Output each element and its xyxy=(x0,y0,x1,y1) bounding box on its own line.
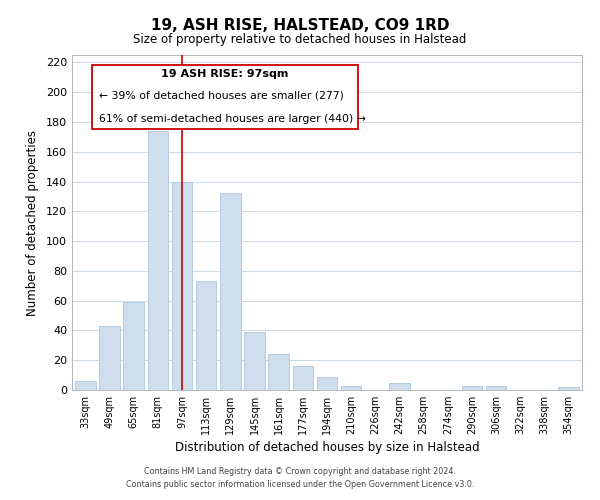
Bar xyxy=(220,194,241,390)
Bar xyxy=(172,182,192,390)
Bar xyxy=(75,381,95,390)
Bar xyxy=(317,376,337,390)
Bar xyxy=(148,131,168,390)
FancyBboxPatch shape xyxy=(92,65,358,128)
Bar xyxy=(99,326,120,390)
Bar xyxy=(268,354,289,390)
Text: ← 39% of detached houses are smaller (277): ← 39% of detached houses are smaller (27… xyxy=(98,90,343,101)
Bar xyxy=(196,282,217,390)
Bar xyxy=(341,386,361,390)
Bar xyxy=(244,332,265,390)
Text: 61% of semi-detached houses are larger (440) →: 61% of semi-detached houses are larger (… xyxy=(98,114,365,124)
Bar xyxy=(559,387,579,390)
Text: 19, ASH RISE, HALSTEAD, CO9 1RD: 19, ASH RISE, HALSTEAD, CO9 1RD xyxy=(151,18,449,32)
Bar xyxy=(389,382,410,390)
Bar xyxy=(486,386,506,390)
Y-axis label: Number of detached properties: Number of detached properties xyxy=(26,130,39,316)
Text: Size of property relative to detached houses in Halstead: Size of property relative to detached ho… xyxy=(133,32,467,46)
Bar xyxy=(124,302,144,390)
Bar xyxy=(293,366,313,390)
Bar xyxy=(462,386,482,390)
Text: Contains HM Land Registry data © Crown copyright and database right 2024.
Contai: Contains HM Land Registry data © Crown c… xyxy=(126,467,474,489)
X-axis label: Distribution of detached houses by size in Halstead: Distribution of detached houses by size … xyxy=(175,441,479,454)
Text: 19 ASH RISE: 97sqm: 19 ASH RISE: 97sqm xyxy=(161,69,289,79)
